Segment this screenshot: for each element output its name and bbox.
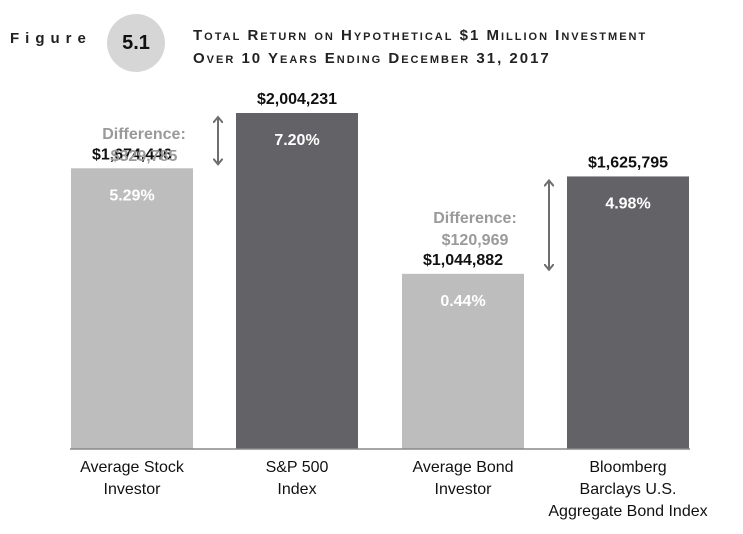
bar-rate-label: 7.20% xyxy=(274,132,319,149)
bar-rate-label: 5.29% xyxy=(109,187,154,204)
bar-value-label: $2,004,231 xyxy=(257,91,337,108)
annotations-layer: Difference: $329,785 Difference: $120,969 xyxy=(102,117,549,270)
difference-value: $329,785 xyxy=(111,148,178,165)
difference-label: Difference: xyxy=(102,126,186,143)
chart-title-line-2: Over 10 Years Ending December 31, 2017 xyxy=(193,50,551,67)
category-label: Barclays U.S. xyxy=(580,481,677,498)
category-label: Average Stock xyxy=(80,459,185,476)
bars-layer xyxy=(71,113,689,449)
category-label: Average Bond xyxy=(412,459,513,476)
bar-0 xyxy=(71,168,193,449)
difference-label: Difference: xyxy=(433,210,517,227)
figure-number-badge: 5.1 xyxy=(107,14,165,72)
chart-title-line-1: Total Return on Hypothetical $1 Million … xyxy=(193,27,648,44)
bar-1 xyxy=(236,113,358,449)
bar-rate-label: 4.98% xyxy=(605,195,650,212)
bar-value-label: $1,674,446 xyxy=(92,146,172,163)
category-label: Bloomberg xyxy=(589,459,666,476)
category-label: Aggregate Bond Index xyxy=(548,503,707,520)
difference-value: $120,969 xyxy=(442,232,509,249)
figure-label: Figure xyxy=(10,30,92,47)
category-label: S&P 500 xyxy=(266,459,329,476)
bar-value-label: $1,044,882 xyxy=(423,252,503,269)
bar-2 xyxy=(402,273,524,449)
bar-rate-label: 0.44% xyxy=(440,293,485,310)
category-label: Index xyxy=(277,481,316,498)
bar-3 xyxy=(567,176,689,449)
category-label: Investor xyxy=(435,481,493,498)
category-label: Investor xyxy=(104,481,162,498)
bar-value-label: $1,625,795 xyxy=(588,154,668,171)
labels-layer: $1,674,446 5.29% Average Stock Investor $2,0… xyxy=(80,91,708,520)
